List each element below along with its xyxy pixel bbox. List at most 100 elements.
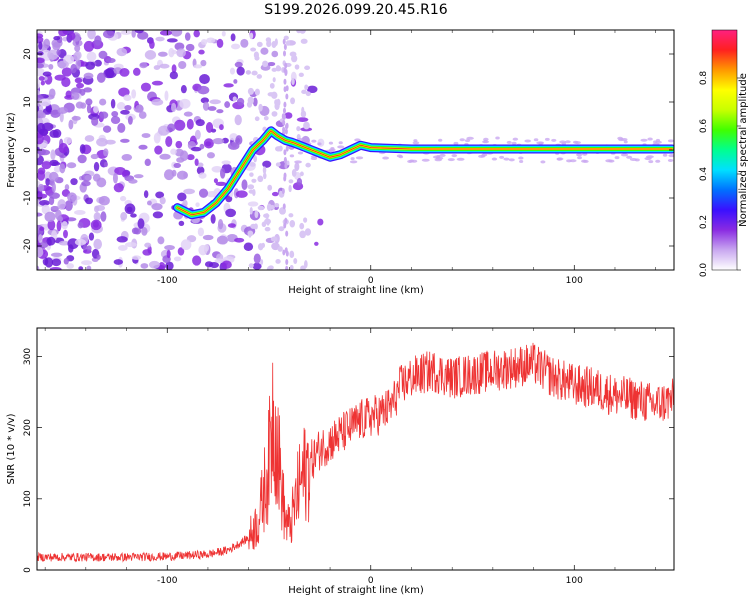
noise-blob bbox=[137, 31, 149, 40]
noise-blob bbox=[289, 154, 295, 158]
noise-blob bbox=[116, 47, 128, 57]
noise-blob bbox=[300, 265, 306, 270]
noise-blob bbox=[37, 33, 44, 39]
noise-blob bbox=[141, 227, 148, 236]
noise-blob bbox=[76, 82, 84, 89]
noise-blob bbox=[456, 157, 465, 161]
noise-blob bbox=[483, 137, 489, 141]
noise-blob bbox=[289, 265, 294, 270]
noise-blob bbox=[283, 35, 289, 41]
noise-blob bbox=[137, 218, 145, 229]
colorbar-tick-label: 0.0 bbox=[699, 263, 709, 278]
x-tick-label: -100 bbox=[157, 276, 178, 286]
noise-blob bbox=[103, 161, 108, 168]
noise-blob bbox=[533, 138, 539, 142]
noise-blob bbox=[59, 163, 66, 174]
noise-blob bbox=[271, 50, 279, 58]
noise-blob bbox=[199, 143, 205, 150]
noise-blob bbox=[140, 263, 149, 269]
noise-blob bbox=[62, 36, 68, 42]
noise-blob bbox=[227, 142, 240, 150]
noise-blob bbox=[86, 265, 92, 270]
snr-panel: -100 0 100 0 100 200 300 Height of straight li… bbox=[6, 327, 675, 596]
noise-blob bbox=[143, 190, 149, 199]
noise-blob bbox=[290, 97, 296, 105]
noise-blob bbox=[64, 184, 70, 191]
noise-blob bbox=[207, 266, 214, 270]
noise-blob bbox=[182, 199, 188, 208]
noise-blob bbox=[61, 221, 68, 230]
noise-blob bbox=[169, 71, 179, 80]
noise-blob bbox=[186, 118, 194, 130]
noise-blob bbox=[439, 153, 446, 157]
noise-blob bbox=[138, 144, 148, 150]
noise-blob bbox=[193, 64, 203, 69]
noise-blob bbox=[130, 213, 137, 218]
noise-blob bbox=[481, 153, 488, 157]
noise-blob bbox=[151, 203, 163, 211]
noise-blob bbox=[646, 155, 654, 159]
noise-blob bbox=[102, 30, 115, 39]
noise-blob bbox=[81, 180, 91, 187]
noise-blob bbox=[37, 105, 40, 112]
noise-blob bbox=[355, 156, 364, 160]
noise-blob bbox=[317, 218, 324, 226]
noise-blob bbox=[206, 37, 216, 44]
noise-blob bbox=[80, 260, 93, 266]
noise-blob bbox=[240, 38, 249, 48]
noise-blob bbox=[86, 245, 92, 252]
noise-blob bbox=[281, 188, 285, 195]
noise-blob bbox=[296, 117, 309, 122]
noise-blob bbox=[142, 249, 152, 256]
noise-blob bbox=[491, 157, 498, 161]
noise-blob bbox=[37, 134, 44, 145]
noise-blob bbox=[206, 190, 218, 198]
noise-blob bbox=[271, 111, 278, 117]
noise-blob bbox=[299, 222, 305, 230]
noise-blob bbox=[71, 115, 81, 121]
noise-blob bbox=[328, 148, 336, 152]
noise-blob bbox=[120, 138, 130, 143]
noise-blob bbox=[277, 246, 283, 252]
noise-blob bbox=[184, 32, 191, 41]
noise-blob bbox=[154, 145, 163, 155]
noise-blob bbox=[262, 172, 267, 180]
noise-blob bbox=[93, 105, 99, 114]
noise-blob bbox=[198, 172, 207, 179]
noise-blob bbox=[155, 36, 165, 42]
noise-blob bbox=[164, 90, 169, 101]
noise-blob bbox=[241, 179, 248, 191]
noise-blob bbox=[44, 211, 56, 222]
noise-blob bbox=[73, 52, 81, 61]
noise-blob bbox=[482, 140, 490, 144]
noise-blob bbox=[176, 170, 188, 180]
noise-blob bbox=[396, 154, 403, 158]
noise-blob bbox=[267, 184, 273, 191]
noise-blob bbox=[245, 70, 251, 75]
colorbar-tick-label: 0.2 bbox=[699, 215, 709, 229]
y-tick-label: 0 bbox=[23, 567, 33, 573]
noise-blob bbox=[285, 122, 289, 129]
noise-blob bbox=[98, 195, 110, 206]
snr-ticks: -100 0 100 0 100 200 300 bbox=[23, 328, 674, 586]
noise-blob bbox=[278, 145, 283, 152]
noise-blob bbox=[88, 232, 95, 241]
noise-blob bbox=[303, 217, 308, 223]
noise-blob bbox=[90, 153, 99, 160]
colorbar-label: Normalized spectral amplitude bbox=[738, 73, 749, 227]
noise-blob bbox=[99, 111, 109, 119]
noise-blob bbox=[249, 172, 254, 177]
noise-blob bbox=[171, 102, 177, 113]
noise-blob bbox=[58, 142, 68, 154]
noise-blob bbox=[93, 212, 101, 222]
noise-blob bbox=[165, 136, 173, 148]
noise-blob bbox=[116, 102, 126, 110]
noise-blob bbox=[254, 116, 260, 122]
noise-blob bbox=[194, 158, 199, 166]
noise-blob bbox=[38, 199, 50, 206]
x-tick-label: 0 bbox=[368, 276, 374, 286]
noise-blob bbox=[157, 51, 168, 57]
noise-blob bbox=[248, 231, 252, 238]
noise-blob bbox=[159, 63, 170, 69]
